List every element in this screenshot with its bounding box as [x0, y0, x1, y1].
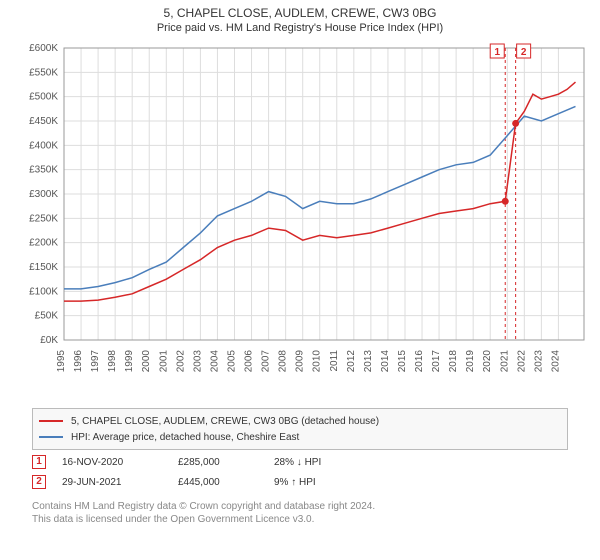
legend: 5, CHAPEL CLOSE, AUDLEM, CREWE, CW3 0BG … — [32, 408, 568, 450]
svg-text:2016: 2016 — [414, 350, 425, 373]
svg-text:2002: 2002 — [175, 350, 186, 373]
svg-text:£50K: £50K — [35, 311, 59, 322]
legend-label: 5, CHAPEL CLOSE, AUDLEM, CREWE, CW3 0BG … — [71, 416, 379, 427]
legend-swatch — [39, 420, 63, 422]
svg-text:2008: 2008 — [278, 350, 289, 373]
svg-text:1998: 1998 — [107, 350, 118, 373]
svg-text:£350K: £350K — [29, 165, 58, 176]
svg-text:1997: 1997 — [90, 350, 101, 373]
chart-area: £0K £50K £100K £150K £200K £250K £300K £350K £40… — [8, 40, 592, 400]
svg-text:1995: 1995 — [56, 350, 67, 373]
svg-text:2024: 2024 — [550, 350, 561, 373]
svg-text:2007: 2007 — [261, 350, 272, 373]
chart-title: 5, CHAPEL CLOSE, AUDLEM, CREWE, CW3 0BG — [0, 0, 600, 20]
event-badge: 2 — [32, 475, 46, 489]
svg-text:1: 1 — [494, 47, 500, 58]
footer-line: This data is licensed under the Open Gov… — [32, 513, 568, 526]
svg-text:2010: 2010 — [312, 350, 323, 373]
svg-text:2013: 2013 — [363, 350, 374, 373]
svg-text:£500K: £500K — [29, 92, 58, 103]
svg-text:£250K: £250K — [29, 213, 58, 224]
svg-text:£550K: £550K — [29, 67, 58, 78]
svg-text:2021: 2021 — [499, 350, 510, 373]
legend-row: HPI: Average price, detached house, Ches… — [39, 429, 561, 445]
footer-line: Contains HM Land Registry data © Crown c… — [32, 500, 568, 513]
svg-text:£400K: £400K — [29, 140, 58, 151]
event-date: 16-NOV-2020 — [62, 457, 162, 468]
svg-text:£450K: £450K — [29, 116, 58, 127]
svg-text:£300K: £300K — [29, 189, 58, 200]
event-delta: 9% ↑ HPI — [274, 477, 374, 488]
svg-text:2: 2 — [521, 47, 527, 58]
svg-text:2009: 2009 — [295, 350, 306, 373]
svg-text:2019: 2019 — [465, 350, 476, 373]
legend-swatch — [39, 436, 63, 438]
legend-label: HPI: Average price, detached house, Ches… — [71, 432, 299, 443]
event-row: 2 29-JUN-2021 £445,000 9% ↑ HPI — [32, 472, 568, 492]
event-row: 1 16-NOV-2020 £285,000 28% ↓ HPI — [32, 452, 568, 472]
svg-text:2022: 2022 — [516, 350, 527, 373]
svg-text:£100K: £100K — [29, 286, 58, 297]
svg-text:£0K: £0K — [40, 335, 58, 346]
event-date: 29-JUN-2021 — [62, 477, 162, 488]
events-table: 1 16-NOV-2020 £285,000 28% ↓ HPI 2 29-JU… — [32, 452, 568, 492]
svg-text:£600K: £600K — [29, 43, 58, 54]
svg-text:2012: 2012 — [346, 350, 357, 373]
event-badge: 1 — [32, 455, 46, 469]
svg-text:2004: 2004 — [209, 350, 220, 373]
svg-text:2003: 2003 — [192, 350, 203, 373]
svg-text:£200K: £200K — [29, 238, 58, 249]
legend-row: 5, CHAPEL CLOSE, AUDLEM, CREWE, CW3 0BG … — [39, 413, 561, 429]
event-delta: 28% ↓ HPI — [274, 457, 374, 468]
svg-text:2006: 2006 — [244, 350, 255, 373]
svg-text:2011: 2011 — [329, 350, 340, 372]
svg-text:1999: 1999 — [124, 350, 135, 373]
chart-subtitle: Price paid vs. HM Land Registry's House … — [0, 20, 600, 38]
event-price: £285,000 — [178, 457, 258, 468]
svg-text:2017: 2017 — [431, 350, 442, 373]
svg-text:£150K: £150K — [29, 262, 58, 273]
footer-attribution: Contains HM Land Registry data © Crown c… — [32, 500, 568, 526]
event-price: £445,000 — [178, 477, 258, 488]
svg-text:1996: 1996 — [73, 350, 84, 373]
svg-text:2023: 2023 — [533, 350, 544, 373]
svg-text:2014: 2014 — [380, 350, 391, 373]
svg-text:2020: 2020 — [482, 350, 493, 373]
svg-text:2001: 2001 — [158, 350, 169, 373]
svg-text:2015: 2015 — [397, 350, 408, 373]
svg-text:2000: 2000 — [141, 350, 152, 373]
svg-text:2018: 2018 — [448, 350, 459, 373]
svg-text:2005: 2005 — [226, 350, 237, 373]
line-chart-svg: £0K £50K £100K £150K £200K £250K £300K £350K £40… — [8, 40, 592, 400]
